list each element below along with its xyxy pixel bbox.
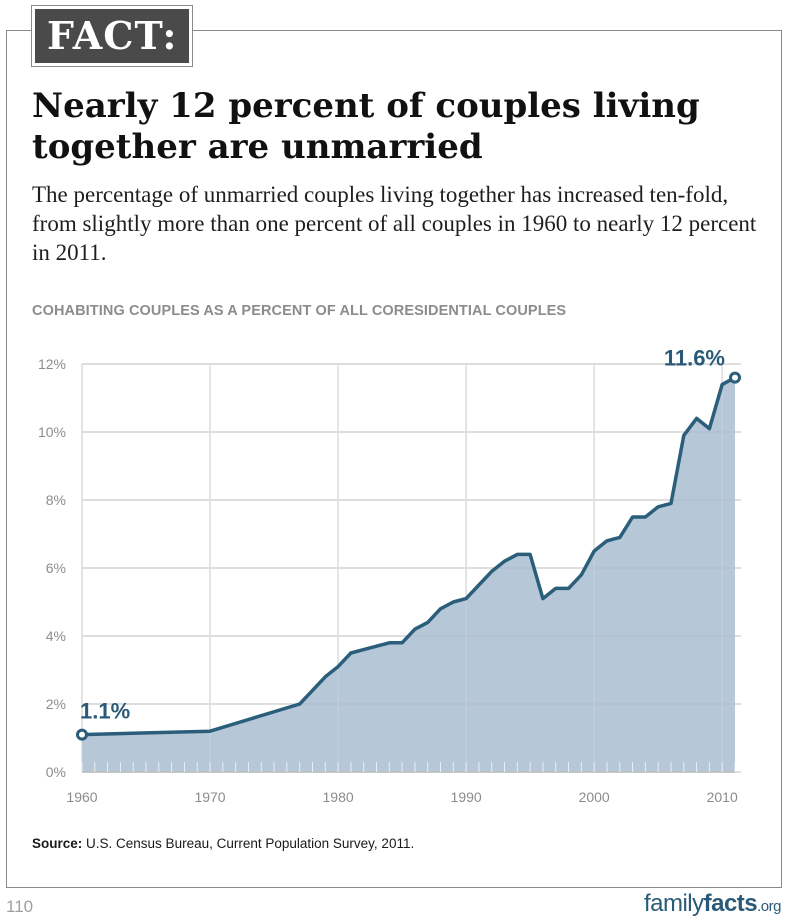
logo-part-facts: facts <box>703 890 758 917</box>
data-label: 11.6% <box>664 346 725 371</box>
infographic-frame <box>6 30 782 888</box>
data-label: 1.1% <box>80 699 130 724</box>
y-tick-label: 0% <box>46 764 66 780</box>
series-line <box>81 376 736 737</box>
logo-part-org: .org <box>757 898 781 915</box>
chart-title: COHABITING COUPLES AS A PERCENT OF ALL C… <box>32 303 567 319</box>
infographic-subtitle: The percentage of unmarried couples livi… <box>32 182 757 265</box>
x-tick-label: 1990 <box>451 789 482 805</box>
fact-badge: FACT: <box>30 5 194 67</box>
source-note: Source: U.S. Census Bureau, Current Popu… <box>32 836 414 851</box>
y-tick-label: 4% <box>46 628 66 644</box>
infographic-title: Nearly 12 percent of couples living toge… <box>32 86 700 167</box>
familyfacts-logo: familyfacts.org <box>643 890 782 918</box>
x-tick-label: 2010 <box>707 789 738 805</box>
series-area <box>82 377 735 772</box>
area-chart: 0% 2% 4% 6% 8% 10% 12% 1960 1970 1980 1990 2000 2010… <box>38 346 741 805</box>
x-tick-label: 1960 <box>66 789 97 805</box>
source-label: Source: <box>32 836 83 851</box>
page-number: 110 <box>6 897 34 916</box>
y-tick-label: 8% <box>46 492 66 508</box>
y-tick-label: 6% <box>46 560 66 576</box>
logo-part-family: family <box>643 890 704 917</box>
source-text: U.S. Census Bureau, Current Population S… <box>86 836 415 851</box>
y-tick-label: 2% <box>46 696 66 712</box>
x-tick-label: 1980 <box>323 789 354 805</box>
x-tick-label: 1970 <box>194 789 225 805</box>
y-tick-label: 10% <box>38 424 66 440</box>
x-tick-label: 2000 <box>579 789 610 805</box>
endpoint-marker <box>76 728 88 741</box>
endpoint-marker <box>729 371 741 384</box>
y-tick-label: 12% <box>38 356 66 372</box>
